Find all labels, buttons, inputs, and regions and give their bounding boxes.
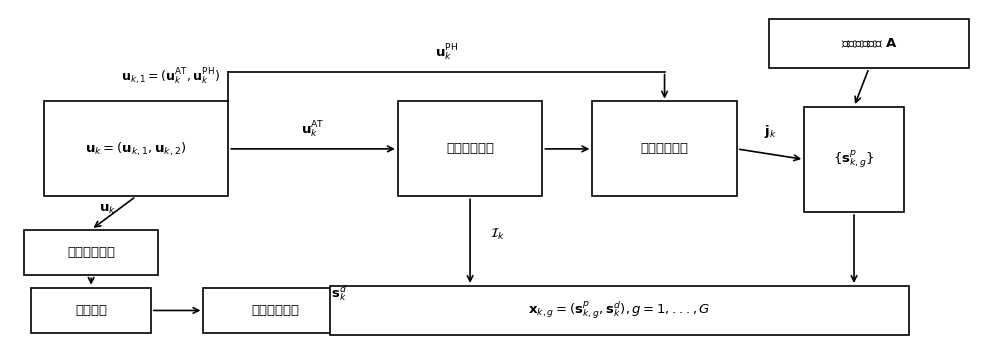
Text: 活跃时隙映射: 活跃时隙映射 xyxy=(446,142,494,155)
Text: 极性编码: 极性编码 xyxy=(75,304,107,317)
Text: 正交导频映射: 正交导频映射 xyxy=(641,142,689,155)
Text: $\mathbf{s}^d_k$: $\mathbf{s}^d_k$ xyxy=(331,283,347,303)
Text: $\{\mathbf{s}^p_{k,g}\}$: $\{\mathbf{s}^p_{k,g}\}$ xyxy=(833,149,875,170)
Text: 正交导频矩阵 $\mathbf{A}$: 正交导频矩阵 $\mathbf{A}$ xyxy=(841,37,897,50)
FancyBboxPatch shape xyxy=(398,102,542,196)
Text: $\mathbf{u}_k^{\mathrm{AT}}$: $\mathbf{u}_k^{\mathrm{AT}}$ xyxy=(301,119,325,140)
Text: 循环冗余校验: 循环冗余校验 xyxy=(67,246,115,259)
Text: $\mathbf{u}_k^{\mathrm{PH}}$: $\mathbf{u}_k^{\mathrm{PH}}$ xyxy=(435,42,458,63)
FancyBboxPatch shape xyxy=(24,230,158,275)
FancyBboxPatch shape xyxy=(330,286,909,335)
FancyBboxPatch shape xyxy=(592,102,737,196)
FancyBboxPatch shape xyxy=(804,107,904,212)
Text: 正交相移键控: 正交相移键控 xyxy=(252,304,300,317)
Text: $\mathbf{u}_k$: $\mathbf{u}_k$ xyxy=(99,203,117,216)
FancyBboxPatch shape xyxy=(203,288,348,333)
FancyBboxPatch shape xyxy=(31,288,151,333)
FancyBboxPatch shape xyxy=(769,19,969,68)
Text: $\mathbf{u}_k=(\mathbf{u}_{k,1},\mathbf{u}_{k,2})$: $\mathbf{u}_k=(\mathbf{u}_{k,1},\mathbf{… xyxy=(85,140,187,158)
Text: $\mathbf{u}_{k,1}=(\mathbf{u}_k^{\mathrm{AT}},\mathbf{u}_k^{\mathrm{PH}})$: $\mathbf{u}_{k,1}=(\mathbf{u}_k^{\mathrm… xyxy=(121,67,220,87)
Text: $\mathcal{I}_k$: $\mathcal{I}_k$ xyxy=(490,227,506,242)
FancyBboxPatch shape xyxy=(44,102,228,196)
Text: $\mathbf{j}_k$: $\mathbf{j}_k$ xyxy=(764,123,777,140)
Text: $\mathbf{x}_{k,g}=(\mathbf{s}^p_{k,g},\mathbf{s}^d_k),g=1,...,G$: $\mathbf{x}_{k,g}=(\mathbf{s}^p_{k,g},\m… xyxy=(528,299,711,321)
